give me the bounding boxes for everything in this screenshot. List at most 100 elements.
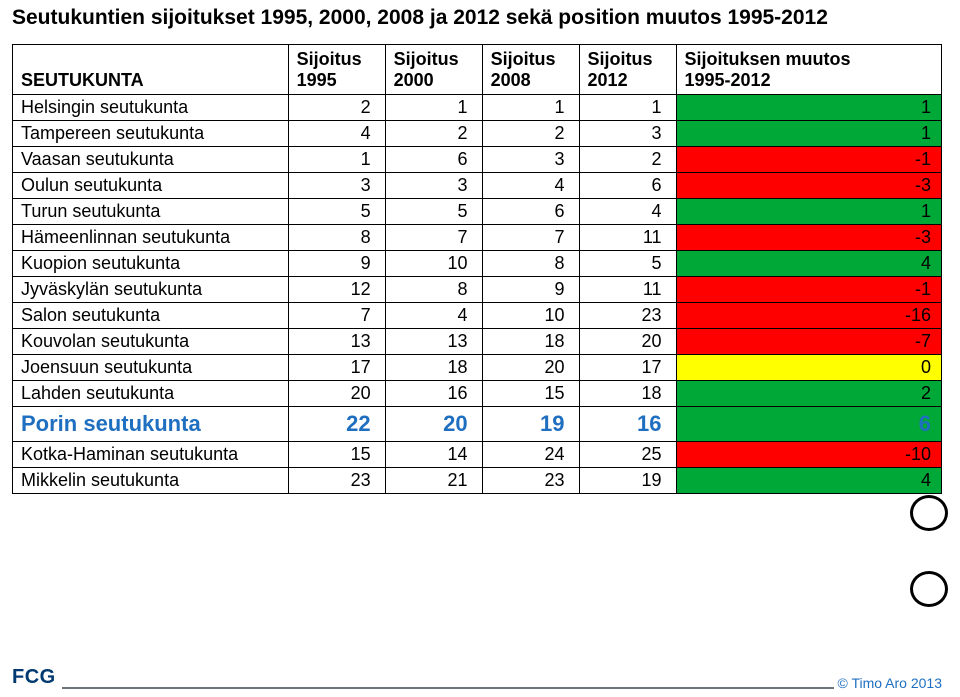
cell-value: 2 xyxy=(385,121,482,147)
footer: FCG xyxy=(12,666,922,689)
cell-change: 2 xyxy=(676,381,942,407)
col-name: SEUTUKUNTA xyxy=(13,45,289,95)
cell-name: Kouvolan seutukunta xyxy=(13,329,289,355)
cell-change: -3 xyxy=(676,173,942,199)
cell-value: 22 xyxy=(288,407,385,442)
cell-value: 2 xyxy=(288,95,385,121)
cell-change: 6 xyxy=(676,407,942,442)
page-title: Seutukuntien sijoitukset 1995, 2000, 200… xyxy=(0,0,960,44)
footer-divider xyxy=(62,687,922,689)
cell-value: 9 xyxy=(482,277,579,303)
table-row: Hämeenlinnan seutukunta87711-3 xyxy=(13,225,942,251)
cell-value: 1 xyxy=(579,95,676,121)
table-row: Turun seutukunta55641 xyxy=(13,199,942,225)
cell-name: Tampereen seutukunta xyxy=(13,121,289,147)
cell-value: 4 xyxy=(385,303,482,329)
table-row: Oulun seutukunta3346-3 xyxy=(13,173,942,199)
cell-change: 0 xyxy=(676,355,942,381)
cell-name: Hämeenlinnan seutukunta xyxy=(13,225,289,251)
cell-value: 6 xyxy=(385,147,482,173)
cell-value: 4 xyxy=(482,173,579,199)
cell-change: -3 xyxy=(676,225,942,251)
cell-value: 15 xyxy=(482,381,579,407)
cell-value: 20 xyxy=(288,381,385,407)
cell-change: -16 xyxy=(676,303,942,329)
cell-change: 1 xyxy=(676,121,942,147)
table-header-row: SEUTUKUNTA Sijoitus1995 Sijoitus2000 Sij… xyxy=(13,45,942,95)
cell-value: 24 xyxy=(482,442,579,468)
annotation-circle xyxy=(910,571,948,607)
col-2008: Sijoitus2008 xyxy=(482,45,579,95)
cell-change: -7 xyxy=(676,329,942,355)
table-row: Kuopion seutukunta910854 xyxy=(13,251,942,277)
cell-value: 10 xyxy=(385,251,482,277)
cell-change: 1 xyxy=(676,199,942,225)
cell-value: 5 xyxy=(288,199,385,225)
table-row: Salon seutukunta741023-16 xyxy=(13,303,942,329)
page-root: { "title": "Seutukuntien sijoitukset 199… xyxy=(0,0,960,697)
table-row: Tampereen seutukunta42231 xyxy=(13,121,942,147)
cell-value: 20 xyxy=(482,355,579,381)
ranking-table: SEUTUKUNTA Sijoitus1995 Sijoitus2000 Sij… xyxy=(12,44,942,494)
cell-name: Oulun seutukunta xyxy=(13,173,289,199)
cell-value: 19 xyxy=(579,468,676,494)
cell-name: Porin seutukunta xyxy=(13,407,289,442)
cell-value: 18 xyxy=(482,329,579,355)
cell-value: 9 xyxy=(288,251,385,277)
cell-change: -1 xyxy=(676,277,942,303)
cell-value: 20 xyxy=(385,407,482,442)
cell-change: 4 xyxy=(676,251,942,277)
cell-value: 6 xyxy=(579,173,676,199)
cell-value: 17 xyxy=(288,355,385,381)
cell-name: Jyväskylän seutukunta xyxy=(13,277,289,303)
table-row: Kotka-Haminan seutukunta15142425-10 xyxy=(13,442,942,468)
cell-change: 1 xyxy=(676,95,942,121)
table-row: Lahden seutukunta201615182 xyxy=(13,381,942,407)
cell-value: 4 xyxy=(288,121,385,147)
cell-value: 16 xyxy=(385,381,482,407)
cell-value: 13 xyxy=(385,329,482,355)
table-row: Mikkelin seutukunta232123194 xyxy=(13,468,942,494)
table-row: Joensuun seutukunta171820170 xyxy=(13,355,942,381)
cell-value: 18 xyxy=(385,355,482,381)
cell-name: Salon seutukunta xyxy=(13,303,289,329)
cell-value: 11 xyxy=(579,225,676,251)
cell-value: 23 xyxy=(579,303,676,329)
cell-value: 8 xyxy=(288,225,385,251)
cell-value: 20 xyxy=(579,329,676,355)
cell-value: 12 xyxy=(288,277,385,303)
cell-value: 13 xyxy=(288,329,385,355)
cell-name: Vaasan seutukunta xyxy=(13,147,289,173)
cell-value: 5 xyxy=(385,199,482,225)
cell-value: 5 xyxy=(579,251,676,277)
cell-value: 6 xyxy=(482,199,579,225)
cell-value: 2 xyxy=(579,147,676,173)
table-row: Kouvolan seutukunta13131820-7 xyxy=(13,329,942,355)
cell-value: 23 xyxy=(288,468,385,494)
col-2000: Sijoitus2000 xyxy=(385,45,482,95)
cell-value: 11 xyxy=(579,277,676,303)
annotation-circle xyxy=(910,495,948,531)
table-row: Jyväskylän seutukunta128911-1 xyxy=(13,277,942,303)
cell-value: 23 xyxy=(482,468,579,494)
cell-name: Joensuun seutukunta xyxy=(13,355,289,381)
cell-value: 3 xyxy=(385,173,482,199)
cell-value: 1 xyxy=(385,95,482,121)
table-row: Vaasan seutukunta1632-1 xyxy=(13,147,942,173)
cell-name: Mikkelin seutukunta xyxy=(13,468,289,494)
copyright: © Timo Aro 2013 xyxy=(834,675,946,691)
cell-name: Helsingin seutukunta xyxy=(13,95,289,121)
cell-value: 3 xyxy=(579,121,676,147)
cell-value: 7 xyxy=(482,225,579,251)
cell-value: 1 xyxy=(288,147,385,173)
cell-name: Kuopion seutukunta xyxy=(13,251,289,277)
cell-value: 16 xyxy=(579,407,676,442)
cell-value: 17 xyxy=(579,355,676,381)
cell-value: 18 xyxy=(579,381,676,407)
cell-value: 25 xyxy=(579,442,676,468)
cell-change: 4 xyxy=(676,468,942,494)
table-row: Porin seutukunta222019166 xyxy=(13,407,942,442)
cell-value: 2 xyxy=(482,121,579,147)
cell-value: 21 xyxy=(385,468,482,494)
cell-change: -1 xyxy=(676,147,942,173)
